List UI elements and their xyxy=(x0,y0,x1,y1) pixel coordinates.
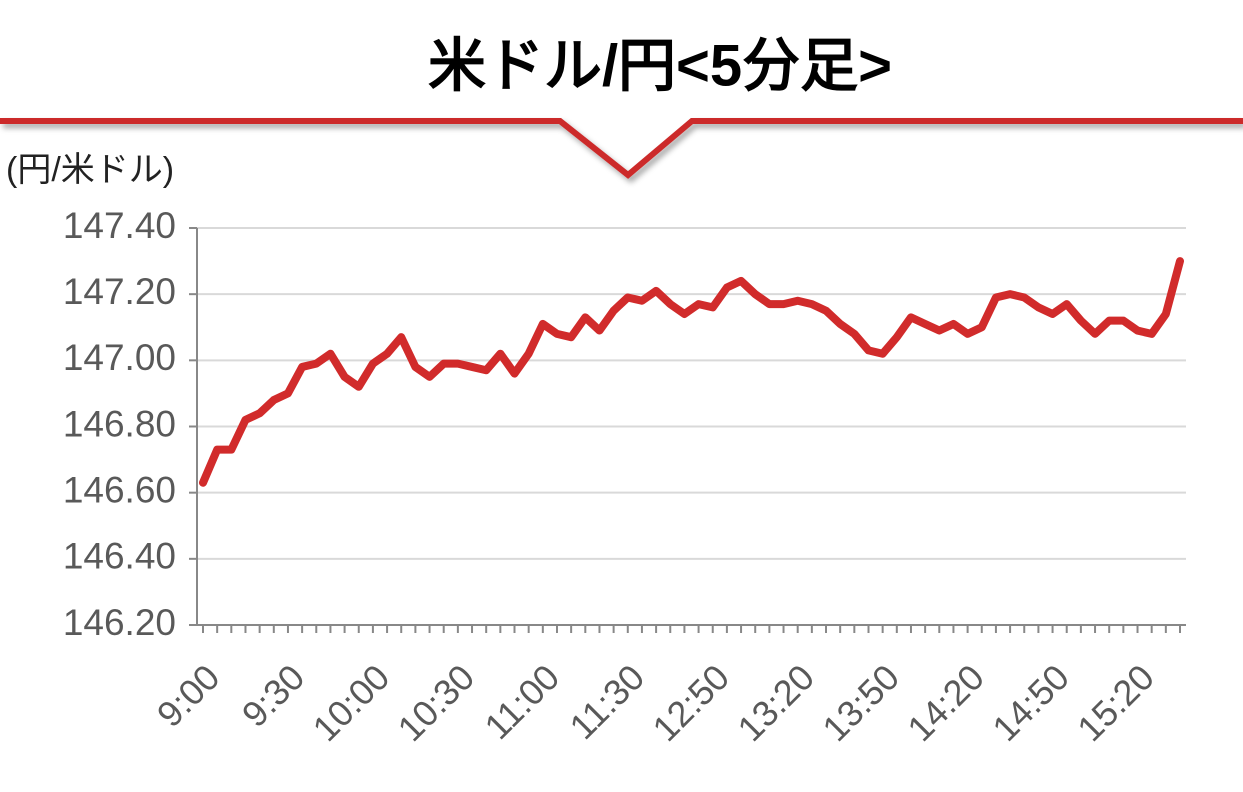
x-tick-label: 11:30 xyxy=(561,656,652,747)
x-tick-label: 13:20 xyxy=(729,656,822,749)
x-tick-label: 10:30 xyxy=(390,656,483,749)
title-banner-line xyxy=(0,118,1243,179)
y-tick-label: 146.60 xyxy=(63,469,176,510)
y-axis-label: (円/米ドル) xyxy=(6,151,174,189)
x-tick-label: 11:00 xyxy=(476,656,567,747)
x-tick-label: 9:30 xyxy=(234,656,313,735)
y-tick-label: 146.80 xyxy=(63,403,176,444)
x-tick-label: 14:20 xyxy=(899,656,992,749)
x-tick-label: 12:50 xyxy=(644,656,737,749)
y-tick-label: 146.40 xyxy=(63,536,176,577)
y-tick-label: 147.40 xyxy=(63,205,176,246)
price-line xyxy=(199,257,1184,487)
chart-title: 米ドル/円<5分足> xyxy=(428,33,892,98)
x-tick-label: 13:50 xyxy=(814,656,907,749)
x-tick-label: 14:50 xyxy=(984,656,1077,749)
x-tick-label: 15:20 xyxy=(1069,656,1162,749)
y-tick-label: 147.00 xyxy=(63,337,176,378)
x-tick-label: 10:00 xyxy=(305,656,398,749)
y-tick-label: 147.20 xyxy=(63,271,176,312)
x-tick-label: 9:00 xyxy=(149,656,228,735)
y-tick-label: 146.20 xyxy=(63,602,176,643)
